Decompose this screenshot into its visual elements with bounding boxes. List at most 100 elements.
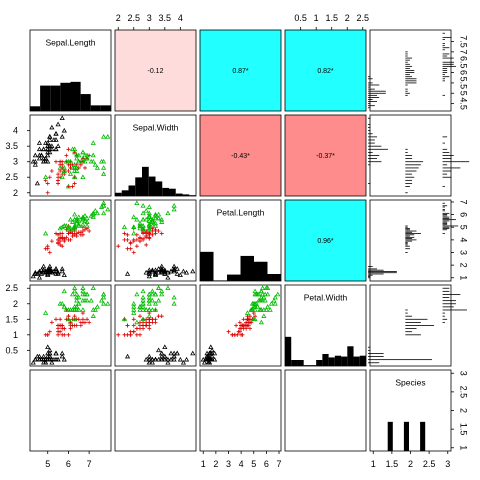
point-versicolor xyxy=(76,317,81,322)
point-virginica xyxy=(149,291,155,297)
point-setosa xyxy=(159,268,165,274)
point-setosa xyxy=(45,272,51,278)
histogram-bar-species xyxy=(387,421,393,451)
point-virginica xyxy=(252,316,258,322)
point-virginica xyxy=(61,304,67,309)
point-setosa xyxy=(146,273,152,279)
point-virginica xyxy=(131,307,137,312)
tick-label-right: 3 xyxy=(459,250,469,255)
point-versicolor xyxy=(80,229,85,234)
histogram-bar-petal-width xyxy=(291,359,298,366)
tick-label-top: 1 xyxy=(314,13,319,23)
tick-label-top: 4 xyxy=(178,13,183,23)
point-setosa xyxy=(55,121,61,127)
histogram-bar-sepal-width xyxy=(128,185,136,196)
point-virginica xyxy=(140,294,146,300)
point-versicolor xyxy=(70,184,75,189)
correlation-cell-1-3 xyxy=(200,30,281,111)
point-setosa xyxy=(162,271,168,276)
point-versicolor xyxy=(125,232,130,237)
point-virginica xyxy=(146,204,152,209)
tick-label-right: 4.5 xyxy=(459,97,469,110)
tick-label-bottom: 4 xyxy=(239,459,244,469)
point-versicolor xyxy=(156,229,161,234)
point-versicolor xyxy=(147,326,152,331)
tick-label-top: 0.5 xyxy=(294,13,307,23)
point-virginica xyxy=(265,304,271,309)
point-virginica xyxy=(244,310,251,315)
panel-frame xyxy=(199,369,282,452)
point-versicolor xyxy=(49,239,54,244)
point-virginica xyxy=(131,214,137,219)
point-virginica xyxy=(121,316,128,322)
point-setosa xyxy=(59,115,65,121)
point-versicolor xyxy=(125,246,130,251)
histogram-bar-sepal-length xyxy=(90,105,101,111)
point-setosa xyxy=(30,273,36,279)
panel-frame xyxy=(284,114,367,197)
histogram-bar-sepal-width xyxy=(115,192,122,196)
point-versicolor xyxy=(226,329,231,334)
point-versicolor xyxy=(56,332,61,337)
histogram-bar-sepal-width xyxy=(135,177,142,196)
point-versicolor xyxy=(58,317,63,322)
point-virginica xyxy=(140,210,146,216)
point-versicolor xyxy=(70,234,75,239)
point-virginica xyxy=(171,294,177,300)
point-virginica xyxy=(149,297,155,303)
point-versicolor xyxy=(60,332,65,337)
point-virginica xyxy=(268,300,275,306)
histogram-bar-sepal-width xyxy=(155,181,163,196)
point-setosa xyxy=(149,359,155,365)
point-virginica xyxy=(80,174,86,180)
point-virginica xyxy=(149,307,155,312)
point-virginica xyxy=(74,220,80,226)
point-virginica xyxy=(252,307,258,312)
point-setosa xyxy=(183,269,190,275)
point-setosa xyxy=(55,143,61,148)
point-setosa xyxy=(36,146,43,152)
point-virginica xyxy=(76,300,82,306)
point-setosa xyxy=(146,359,152,365)
point-virginica xyxy=(57,225,63,231)
panel-frame xyxy=(199,284,282,367)
point-versicolor xyxy=(247,317,252,322)
point-virginica xyxy=(67,171,74,176)
point-virginica xyxy=(152,220,159,226)
variable-label-petal-length: Petal.Length xyxy=(217,207,265,217)
point-setosa xyxy=(143,356,149,362)
point-setosa xyxy=(59,353,65,359)
point-versicolor xyxy=(60,244,65,249)
point-versicolor xyxy=(47,329,52,334)
panel-frame xyxy=(284,199,367,282)
point-versicolor xyxy=(141,236,146,241)
point-setosa xyxy=(162,269,168,275)
point-virginica xyxy=(140,216,146,222)
point-setosa xyxy=(174,271,180,276)
point-virginica xyxy=(253,300,259,306)
point-virginica xyxy=(84,155,90,161)
point-setosa xyxy=(159,350,165,356)
point-setosa xyxy=(36,152,43,158)
point-virginica xyxy=(74,294,80,300)
point-virginica xyxy=(59,224,65,230)
point-virginica xyxy=(171,202,177,208)
panel-frame xyxy=(369,284,452,367)
point-virginica xyxy=(272,300,278,306)
point-virginica xyxy=(149,216,155,222)
point-versicolor xyxy=(56,237,61,242)
tick-label-right: 6.5 xyxy=(459,56,469,69)
point-versicolor xyxy=(87,229,92,234)
point-setosa xyxy=(36,155,43,161)
point-virginica xyxy=(90,152,96,158)
point-virginica xyxy=(249,300,256,306)
point-virginica xyxy=(260,285,266,291)
tick-label-bottom: 2.5 xyxy=(423,459,436,469)
point-setosa xyxy=(165,269,171,275)
point-virginica xyxy=(80,215,86,221)
point-versicolor xyxy=(131,329,136,334)
point-setosa xyxy=(162,353,168,359)
histogram-bar-sepal-width xyxy=(175,193,183,196)
point-setosa xyxy=(47,137,53,142)
